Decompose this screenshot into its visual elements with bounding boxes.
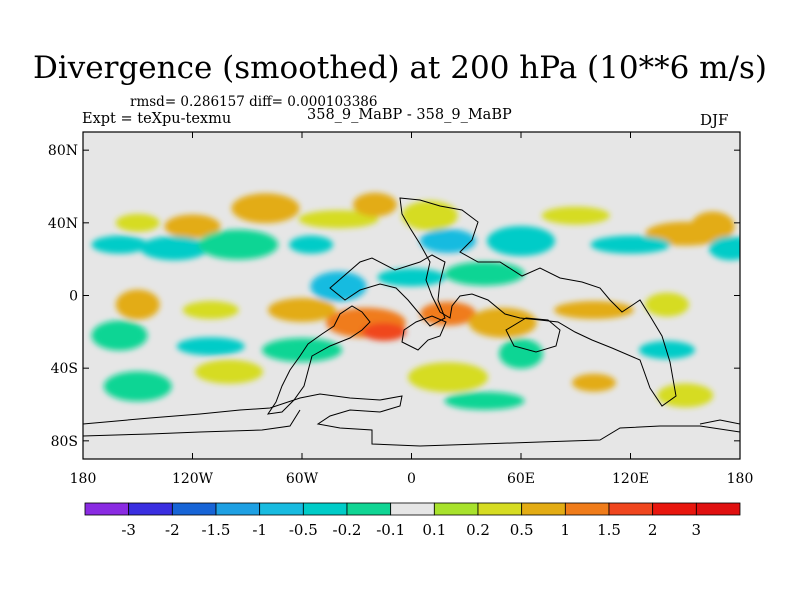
field-blob [195, 359, 263, 384]
colorbar-label: 2 [648, 521, 658, 539]
x-tick-label: 60E [507, 471, 535, 487]
field-blob [639, 341, 695, 359]
colorbar-swatch [128, 502, 173, 516]
coastline-antarctica-west [83, 409, 301, 437]
season-label: DJF [700, 111, 729, 129]
colorbar-swatch [652, 502, 697, 516]
field-blob [541, 206, 610, 225]
field-blob [420, 229, 476, 253]
plot-background [83, 132, 740, 459]
x-tick-label: 120W [172, 471, 214, 487]
coastline-north-america [329, 254, 446, 327]
x-tick-label: 60W [286, 471, 319, 487]
y-tick-label: 80S [51, 434, 78, 450]
field-blob [262, 338, 342, 362]
field-blob [310, 271, 367, 302]
colorbar-swatch [259, 502, 304, 516]
field-blob [91, 235, 148, 254]
field-blob [708, 236, 740, 261]
x-tick-label: 180 [70, 471, 97, 487]
field-blob [115, 213, 160, 232]
field-blob [115, 289, 160, 320]
field-blob [657, 383, 714, 408]
field-blob [231, 193, 300, 224]
colorbar-label: 1.5 [597, 521, 621, 539]
colorbar-label: -1 [252, 521, 267, 539]
field-blob [590, 235, 671, 254]
field-blob [572, 373, 616, 392]
field-blob [298, 210, 379, 229]
coastline-europe-asia [399, 197, 677, 407]
field-blob [362, 322, 407, 341]
colorbar-swatch [477, 502, 523, 516]
field-blob [182, 301, 239, 320]
field-blob [198, 229, 279, 260]
coastline-australia [505, 317, 561, 353]
field-blob [289, 235, 334, 254]
field-blob [444, 261, 525, 286]
field-blob [499, 338, 543, 369]
colorbar-label: -3 [121, 521, 136, 539]
field-blob [164, 214, 221, 239]
field-blob [401, 200, 458, 231]
colorbar: -3 -2 -1.5 -1 -0.5 -0.2 -0.1 0.1 0.2 0.5 1 1.5 2 3 [84, 502, 741, 539]
colorbar-label: 0.5 [510, 521, 534, 539]
chart-title: Divergence (smoothed) at 200 hPa (10**6 … [33, 50, 767, 86]
field-blob [487, 226, 555, 256]
colorbar-swatch [564, 502, 610, 516]
colorbar-label: -0.2 [333, 521, 362, 539]
y-tick-label: 40N [48, 216, 78, 232]
field-blob [353, 192, 397, 217]
colorbar-swatch [695, 502, 741, 516]
field-blob [468, 307, 537, 338]
field-blob [690, 211, 735, 242]
colorbar-swatch [521, 502, 566, 516]
x-tick-label: 180 [727, 471, 754, 487]
divergence-field [91, 192, 740, 410]
experiment-label: Expt = teXpu-texmu [82, 111, 232, 127]
y-tick-label: 0 [69, 289, 78, 305]
field-blob [91, 320, 148, 351]
field-blob [554, 301, 634, 320]
colorbar-swatch [433, 502, 479, 516]
y-tick-label: 80N [48, 143, 78, 159]
x-tick-label: 120E [612, 471, 649, 487]
colorbar-label: 1 [561, 521, 571, 539]
field-blob [140, 236, 209, 261]
colorbar-swatch [608, 502, 654, 516]
colorbar-swatch [215, 502, 261, 516]
field-blob [377, 268, 446, 287]
colorbar-label: 3 [692, 521, 702, 539]
field-blob [268, 298, 336, 323]
coastline-newzealand [699, 419, 740, 425]
field-blob [645, 292, 689, 317]
colorbar-label: -2 [165, 521, 180, 539]
colorbar-swatch [390, 502, 435, 516]
x-tick-label: 0 [407, 471, 416, 487]
colorbar-swatch [302, 502, 348, 516]
coastline-south-america [266, 305, 371, 415]
colorbar-swatch [346, 502, 392, 516]
field-blob [408, 362, 488, 393]
field-blob [176, 337, 245, 356]
case-names: 358_9_MaBP - 358_9_MaBP [307, 107, 512, 123]
colorbar-label: -1.5 [202, 521, 231, 539]
field-blob [103, 371, 172, 402]
colorbar-label: 0.1 [422, 521, 446, 539]
axis-ticks: 180 120W 60W 0 60E 120E 180 80N 40N 0 40S 80S [48, 132, 753, 487]
field-blob [444, 391, 525, 410]
rmsd-diff-stats: rmsd= 0.286157 diff= 0.000103386 [130, 94, 378, 110]
y-tick-label: 40S [51, 361, 78, 377]
colorbar-label: 0.2 [466, 521, 490, 539]
colorbar-swatch [171, 502, 217, 516]
coastline-antarctica [83, 393, 740, 447]
colorbar-swatch [84, 502, 130, 516]
field-blob [420, 301, 476, 326]
coastlines [83, 197, 740, 447]
colorbar-label: -0.1 [376, 521, 405, 539]
coastline-africa [401, 315, 447, 351]
colorbar-label: -0.5 [289, 521, 318, 539]
